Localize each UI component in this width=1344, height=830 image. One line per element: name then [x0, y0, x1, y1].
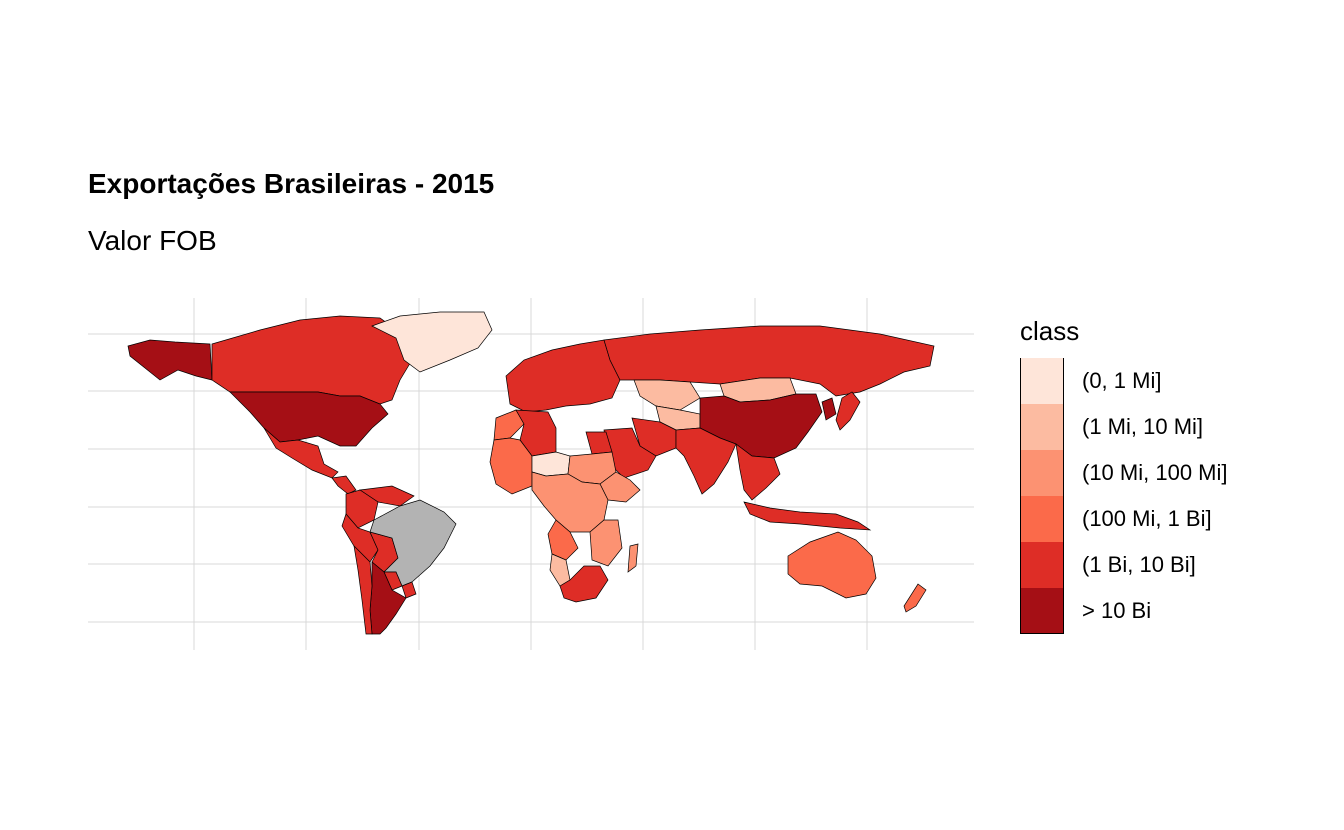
country-australia	[787, 531, 877, 599]
countries	[127, 311, 935, 635]
country-central-america	[331, 475, 357, 495]
country-south-africa	[559, 565, 609, 603]
legend-label: (1 Mi, 10 Mi]	[1082, 414, 1204, 439]
map-subtitle: Valor FOB	[88, 225, 217, 256]
legend-swatch	[1020, 358, 1064, 404]
country-united-states	[229, 391, 389, 447]
country-korea	[821, 397, 837, 421]
country-kazakhstan	[633, 379, 701, 411]
country-new-zealand	[903, 583, 927, 613]
legend-swatch	[1020, 542, 1064, 588]
legend-item: (100 Mi, 1 Bi]	[1020, 496, 1228, 542]
legend-label: (10 Mi, 100 Mi]	[1082, 460, 1228, 485]
legend-item: (10 Mi, 100 Mi]	[1020, 450, 1228, 496]
country-india	[675, 427, 737, 495]
country-morocco	[493, 409, 525, 441]
country-east-africa	[589, 519, 623, 567]
legend: class (0, 1 Mi] (1 Mi, 10 Mi] (10 Mi, 10…	[1020, 314, 1228, 634]
country-peru	[341, 513, 379, 563]
country-chile	[353, 544, 373, 635]
legend-label: (1 Bi, 10 Bi]	[1082, 552, 1196, 577]
country-niger	[531, 451, 571, 477]
legend-item: (0, 1 Mi]	[1020, 358, 1228, 404]
country-mexico	[263, 427, 339, 479]
country-madagascar	[627, 543, 639, 573]
legend-item: (1 Bi, 10 Bi]	[1020, 542, 1228, 588]
country-indonesia	[743, 501, 872, 531]
legend-label: > 10 Bi	[1082, 598, 1152, 623]
country-greenland	[371, 311, 493, 373]
legend-swatch	[1020, 404, 1064, 450]
country-europe	[505, 339, 621, 413]
legend-swatch	[1020, 588, 1064, 634]
legend-label: (0, 1 Mi]	[1082, 368, 1162, 393]
legend-swatch	[1020, 496, 1064, 542]
map-title: Exportações Brasileiras - 2015	[88, 168, 495, 199]
legend-item: (1 Mi, 10 Mi]	[1020, 404, 1228, 450]
legend-title: class	[1020, 316, 1080, 346]
country-southeast-asia	[735, 443, 781, 501]
country-japan	[835, 391, 861, 431]
legend-item: > 10 Bi	[1020, 588, 1228, 634]
legend-swatch	[1020, 450, 1064, 496]
country-uruguay	[401, 581, 417, 599]
legend-label: (100 Mi, 1 Bi]	[1082, 506, 1212, 531]
country-alaska	[127, 339, 213, 381]
